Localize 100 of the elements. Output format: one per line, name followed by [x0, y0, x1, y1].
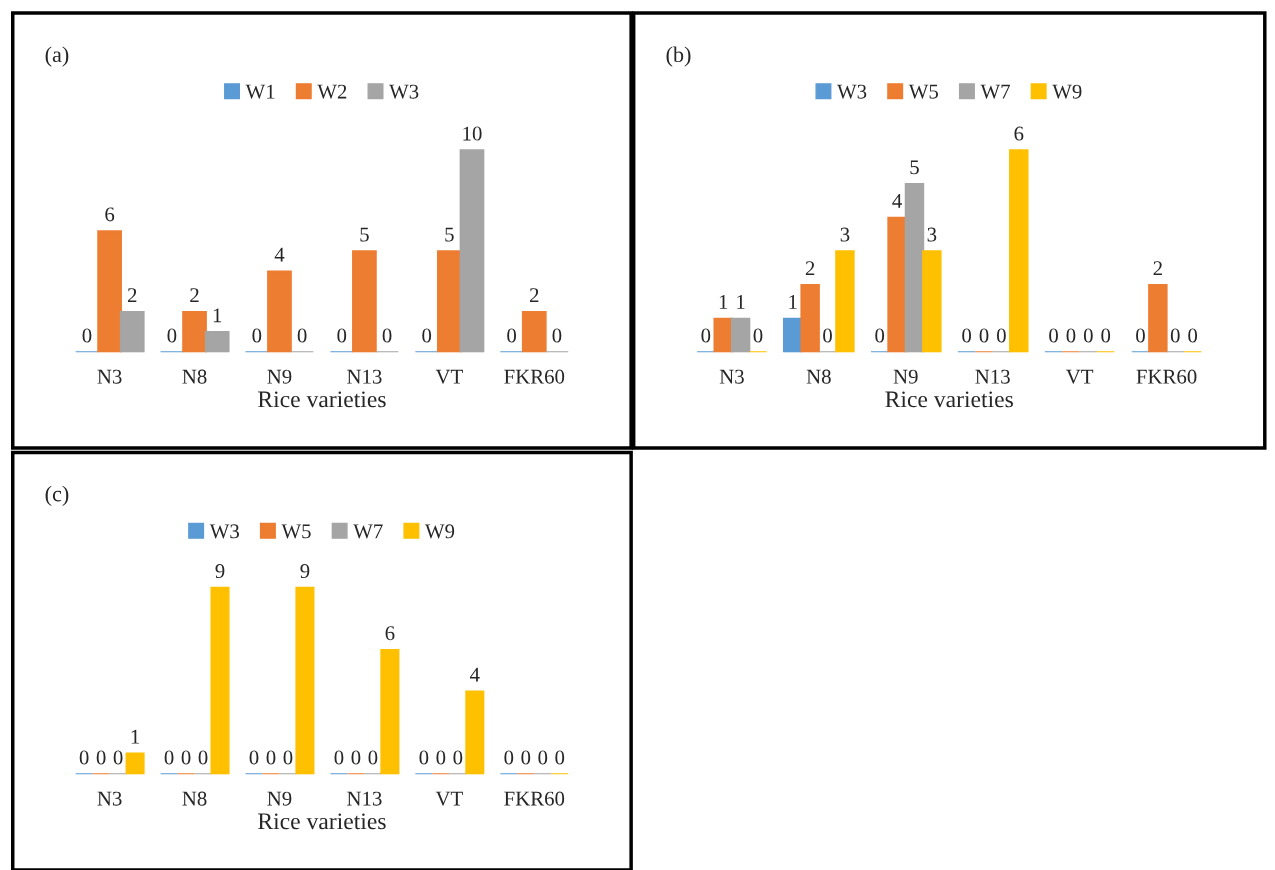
data-label: 0: [382, 328, 392, 343]
data-label: 0: [875, 328, 885, 343]
data-label: 0: [96, 750, 106, 765]
data-label: 0: [1101, 328, 1111, 343]
data-label: 9: [300, 564, 310, 579]
data-label: 0: [504, 750, 514, 765]
x-axis-title: Rice varieties: [885, 391, 1013, 408]
data-label: 0: [962, 328, 972, 343]
data-label: 1: [719, 294, 728, 309]
x-tick-label: N3: [719, 369, 744, 384]
data-label: 0: [167, 328, 177, 343]
data-label: 0: [823, 328, 832, 343]
data-label: 0: [297, 328, 307, 343]
x-tick-label: VT: [1065, 369, 1094, 384]
x-tick-label: N13: [347, 369, 382, 384]
data-label: 3: [927, 227, 937, 242]
x-tick-label: N9: [893, 369, 918, 384]
data-label: 0: [552, 328, 562, 343]
x-tick-label: N13: [975, 369, 1010, 384]
legend-label: W9: [1052, 84, 1082, 99]
data-label: 10: [463, 126, 482, 141]
legend-label: W1: [245, 84, 275, 99]
data-label: 0: [82, 328, 92, 343]
legend-label: W3: [837, 84, 867, 99]
legend-label: W2: [317, 84, 347, 99]
data-label: 0: [555, 750, 565, 765]
legend-label: W5: [908, 84, 939, 99]
legend-label: W7: [353, 524, 383, 539]
data-label: 0: [252, 328, 262, 343]
data-label: 0: [996, 328, 1006, 343]
data-label: 4: [274, 247, 285, 262]
data-label: 5: [360, 227, 369, 242]
data-label: 0: [164, 750, 174, 765]
data-label: 0: [521, 750, 531, 765]
legend-label: W3: [209, 524, 239, 539]
data-label: 0: [1083, 328, 1093, 343]
x-tick-label: N13: [347, 791, 382, 806]
data-label: 6: [105, 207, 115, 222]
data-label: 0: [181, 750, 191, 765]
data-label: 0: [436, 750, 446, 765]
legend-label: W5: [281, 524, 311, 539]
x-tick-label: N3: [97, 369, 122, 384]
data-label: 4: [470, 667, 480, 682]
data-label: 0: [351, 750, 361, 765]
data-label: 2: [529, 288, 539, 302]
data-label: 0: [979, 328, 989, 343]
data-label: 0: [701, 328, 711, 343]
data-label: 0: [249, 750, 259, 765]
data-label: 0: [198, 750, 208, 765]
data-label: 0: [453, 750, 463, 765]
data-label: 5: [445, 227, 454, 242]
x-tick-label: N9: [267, 791, 292, 806]
data-label: 5: [910, 160, 919, 175]
data-label: 3: [840, 227, 850, 242]
x-tick-label: N8: [182, 791, 207, 806]
x-tick-label: N3: [97, 791, 122, 806]
x-tick-label: N9: [267, 369, 292, 384]
legend-label: W7: [980, 84, 1010, 99]
data-label: 0: [283, 750, 293, 765]
data-label: 0: [419, 750, 429, 765]
x-tick-label: FKR60: [504, 369, 565, 384]
data-label: 0: [1188, 328, 1198, 343]
data-label: 0: [1170, 328, 1180, 343]
data-label: 1: [213, 308, 222, 323]
legend-label: W3: [389, 84, 419, 99]
x-tick-label: N8: [806, 369, 831, 384]
data-label: 0: [753, 328, 763, 343]
x-tick-label: VT: [435, 791, 463, 806]
data-label: 0: [507, 328, 517, 343]
data-label: 0: [538, 750, 548, 765]
text: (c): [45, 485, 69, 506]
data-label: 0: [368, 750, 378, 765]
data-label: 6: [1014, 126, 1024, 141]
data-label: 0: [337, 328, 347, 343]
data-label: 2: [190, 288, 199, 302]
data-label: 0: [1136, 328, 1145, 343]
data-label: 0: [79, 750, 89, 765]
text: (a): [45, 46, 69, 67]
data-label: 0: [422, 328, 432, 343]
legend-label: W9: [424, 524, 455, 539]
x-tick-label: N8: [182, 369, 207, 384]
data-label: 9: [215, 564, 225, 579]
data-label: 1: [789, 294, 797, 309]
data-label: 0: [1049, 328, 1058, 343]
data-label: 2: [127, 288, 137, 302]
data-label: 6: [385, 626, 395, 641]
data-label: 4: [892, 194, 902, 208]
data-label: 0: [1066, 328, 1076, 343]
data-label: 0: [113, 750, 123, 765]
x-axis-title: Rice varieties: [258, 391, 386, 408]
data-label: 1: [131, 729, 140, 744]
data-label: 1: [737, 294, 745, 309]
x-axis-title: Rice varieties: [258, 813, 386, 830]
data-label: 2: [1153, 261, 1162, 276]
text: (b): [666, 46, 691, 67]
data-label: 0: [334, 750, 344, 765]
x-tick-label: FKR60: [504, 791, 565, 806]
x-tick-label: VT: [435, 369, 463, 384]
data-label: 2: [805, 261, 815, 276]
x-tick-label: FKR60: [1136, 369, 1197, 384]
